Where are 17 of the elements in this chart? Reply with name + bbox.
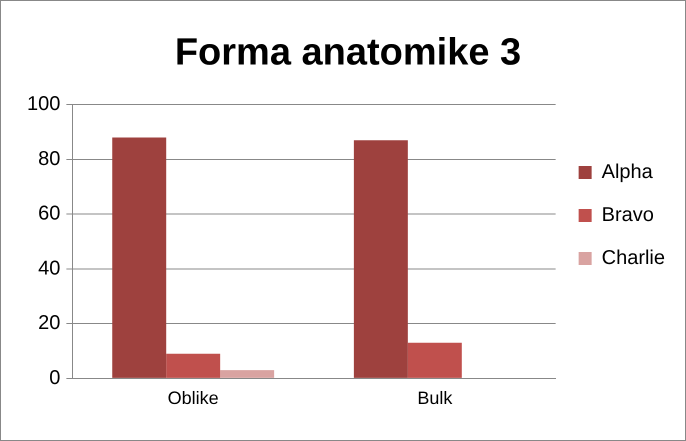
bar: [220, 370, 274, 378]
y-tick-label: 40: [38, 257, 60, 280]
y-tick-label: 100: [26, 93, 60, 116]
legend-label: Alpha: [602, 161, 654, 184]
bar: [166, 354, 220, 378]
legend-label: Charlie: [602, 247, 665, 270]
chart-title: Forma anatomike 3: [174, 31, 522, 74]
y-tick-label: 0: [49, 366, 60, 389]
bar: [354, 140, 408, 378]
y-tick-label: 60: [38, 202, 60, 225]
x-tick-label: Bulk: [417, 388, 454, 408]
bar: [408, 342, 462, 378]
y-tick-label: 20: [38, 312, 60, 334]
legend-label: Bravo: [602, 204, 654, 226]
y-tick-label: 80: [38, 148, 60, 170]
x-tick-label: Oblike: [168, 388, 219, 408]
bar: [112, 137, 166, 378]
